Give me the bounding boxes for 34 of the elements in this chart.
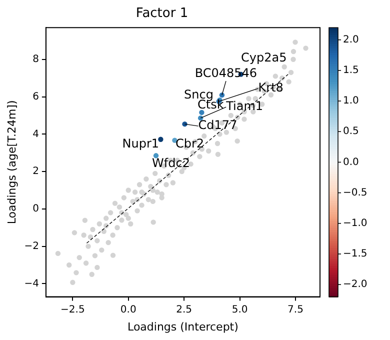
point bbox=[199, 110, 204, 116]
y-tick-label: −4 bbox=[24, 278, 39, 290]
color-bar-label: 1.0 bbox=[343, 96, 359, 107]
annotation: Cbr2 bbox=[175, 136, 204, 150]
x-tick-label: 5.0 bbox=[232, 304, 248, 316]
x-tick-label: 7.5 bbox=[288, 304, 304, 316]
x-tick-label: −2.5 bbox=[60, 304, 85, 316]
annotation: Nupr1 bbox=[122, 136, 160, 151]
color-bar-label: −1.0 bbox=[343, 218, 368, 229]
y-tick-label: 0 bbox=[32, 204, 39, 215]
x-axis-title: Loadings (Intercept) bbox=[128, 320, 238, 334]
chart-title: Factor 1 bbox=[136, 6, 188, 22]
y-tick-label: 2 bbox=[32, 166, 39, 178]
y-tick-label: −2 bbox=[24, 240, 39, 252]
annotation: BC048546 bbox=[194, 66, 258, 80]
color-bar-label: −0.5 bbox=[343, 187, 368, 198]
x-tick-label: 0.0 bbox=[120, 304, 136, 316]
annotation: Cd177 bbox=[198, 118, 238, 132]
y-axis-title: Loadings (age[T.24m]) bbox=[5, 100, 18, 224]
color-bar-label: 1.5 bbox=[343, 65, 359, 76]
y-tick-label: 4 bbox=[32, 128, 39, 140]
annotation: Krt8 bbox=[258, 80, 284, 95]
color-bar-label: −2.0 bbox=[343, 279, 368, 290]
y-tick-label: 8 bbox=[32, 54, 39, 65]
y-tick-label: 6 bbox=[32, 91, 39, 102]
color-bar-label: −1.5 bbox=[343, 248, 368, 260]
point bbox=[158, 136, 164, 142]
color-bar-label: 0.0 bbox=[343, 156, 359, 168]
color-bar-label: 2.0 bbox=[343, 34, 359, 46]
annotation: Cyp2a5 bbox=[241, 50, 287, 64]
annotation: Tiam1 bbox=[225, 99, 264, 114]
color-bar-label: 0.5 bbox=[343, 126, 359, 138]
annotation: Wfdc2 bbox=[152, 156, 190, 170]
x-tick-label: 2.5 bbox=[176, 304, 192, 316]
